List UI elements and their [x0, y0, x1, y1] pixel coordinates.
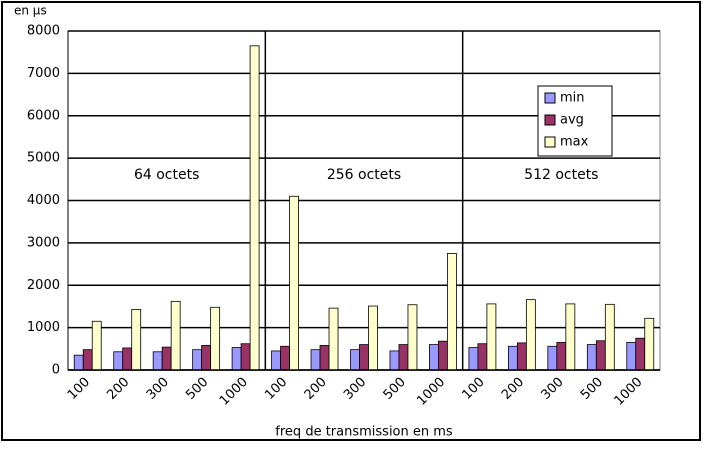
bar — [240, 343, 251, 371]
bar — [289, 195, 299, 371]
bar — [525, 299, 536, 371]
y-axis-label: en µs — [14, 4, 47, 18]
bar — [91, 320, 102, 371]
y-tick-label: 8000 — [27, 24, 60, 39]
bar — [595, 340, 606, 371]
bar — [113, 351, 124, 371]
bar — [644, 317, 655, 371]
bar — [407, 304, 418, 371]
legend-swatch — [544, 114, 556, 126]
bar — [468, 347, 479, 371]
bar — [565, 303, 576, 371]
bar — [73, 354, 84, 371]
legend-swatch — [544, 92, 556, 104]
legend-label: max — [560, 135, 589, 150]
bar — [201, 345, 212, 371]
legend-label: avg — [560, 113, 584, 128]
bar — [635, 337, 646, 371]
group-annotation: 256 octets — [327, 167, 401, 183]
legend-swatch — [544, 136, 556, 148]
bar — [429, 344, 439, 371]
y-tick-label: 5000 — [27, 151, 60, 166]
bar — [368, 305, 378, 371]
bar — [122, 347, 133, 371]
y-tick-label: 2000 — [27, 278, 60, 293]
bar — [231, 347, 242, 371]
y-tick-label: 7000 — [27, 66, 60, 81]
bar — [249, 45, 260, 371]
bar — [477, 343, 488, 371]
bar — [438, 340, 448, 371]
bar — [152, 351, 163, 371]
bar — [507, 345, 518, 371]
bar — [389, 350, 400, 371]
bar — [328, 307, 339, 371]
bar — [486, 303, 497, 371]
bar — [586, 344, 597, 371]
bar — [547, 345, 558, 371]
bar — [310, 349, 321, 371]
y-tick-label: 4000 — [27, 193, 60, 208]
bar — [350, 349, 360, 371]
bar — [131, 309, 142, 371]
bar — [319, 345, 330, 371]
bar — [359, 344, 369, 371]
bar — [210, 306, 221, 371]
y-tick-label: 0 — [52, 363, 60, 378]
bar — [398, 344, 409, 371]
bar — [161, 346, 172, 371]
bar — [556, 342, 567, 371]
bar — [280, 345, 290, 371]
group-annotation: 64 octets — [134, 167, 199, 183]
legend-label: min — [560, 91, 585, 106]
y-tick-label: 1000 — [27, 320, 60, 335]
x-axis-label: freq de transmission en ms — [275, 425, 453, 440]
bar — [170, 300, 181, 371]
bar — [604, 303, 615, 371]
bar — [82, 349, 93, 371]
bar — [192, 349, 203, 371]
group-annotation: 512 octets — [524, 167, 598, 183]
bar — [271, 350, 281, 371]
bar — [447, 253, 457, 371]
bar — [626, 342, 637, 371]
y-tick-label: 3000 — [27, 235, 60, 250]
bar — [516, 342, 527, 371]
y-tick-label: 6000 — [27, 108, 60, 123]
